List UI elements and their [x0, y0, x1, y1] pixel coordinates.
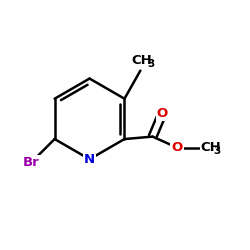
- Text: O: O: [172, 141, 183, 154]
- Text: 3: 3: [213, 146, 220, 156]
- Text: CH: CH: [131, 54, 152, 67]
- Text: Br: Br: [23, 156, 40, 169]
- Text: 3: 3: [148, 59, 155, 69]
- Text: O: O: [157, 107, 168, 120]
- Text: CH: CH: [200, 141, 221, 154]
- Text: N: N: [84, 153, 95, 166]
